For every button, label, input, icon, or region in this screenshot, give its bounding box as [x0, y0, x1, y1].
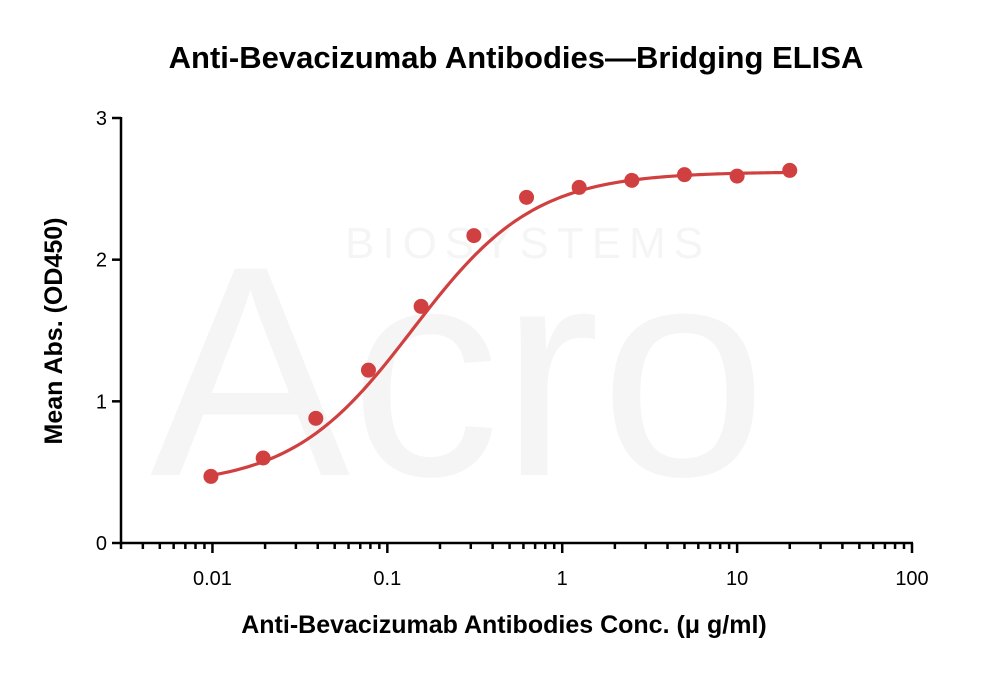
- y-axis-ticks: 0 1 2 3: [96, 108, 121, 555]
- x-tick-label: 1: [557, 568, 568, 590]
- data-point: [519, 189, 535, 205]
- watermark-subtitle: BIOSYSTEMS: [345, 219, 711, 268]
- x-tick-label: 10: [726, 568, 748, 590]
- axes: [119, 117, 913, 545]
- y-axis-label: Mean Abs. (OD450): [40, 218, 68, 445]
- data-point: [782, 162, 798, 178]
- watermark: Acro BIOSYSTEMS: [150, 203, 767, 539]
- data-point: [308, 410, 324, 426]
- data-point: [203, 468, 219, 484]
- data-point: [255, 450, 271, 466]
- y-tick-label: 2: [96, 250, 107, 272]
- fit-curve-layer: [210, 170, 790, 477]
- data-point: [729, 168, 745, 184]
- x-tick-label: 0.01: [193, 568, 232, 590]
- x-axis-label: Anti-Bevacizumab Antibodies Conc. (μ g/m…: [241, 611, 767, 639]
- y-tick-label: 0: [96, 533, 107, 555]
- data-points-layer: [203, 162, 798, 484]
- data-point: [571, 179, 587, 195]
- data-point: [624, 172, 640, 188]
- data-point: [413, 298, 429, 314]
- x-tick-label: 100: [895, 568, 928, 590]
- data-point: [360, 362, 376, 378]
- x-axis-ticks: 0.01 0.1 1 10 100: [119, 543, 929, 590]
- data-point: [466, 228, 482, 244]
- y-tick-label: 1: [96, 391, 107, 413]
- chart-title: Anti-Bevacizumab Antibodies—Bridging ELI…: [169, 40, 864, 75]
- y-tick-label: 3: [96, 108, 107, 130]
- x-tick-label: 0.1: [373, 568, 401, 590]
- data-point: [676, 167, 692, 183]
- fit-curve: [210, 170, 790, 477]
